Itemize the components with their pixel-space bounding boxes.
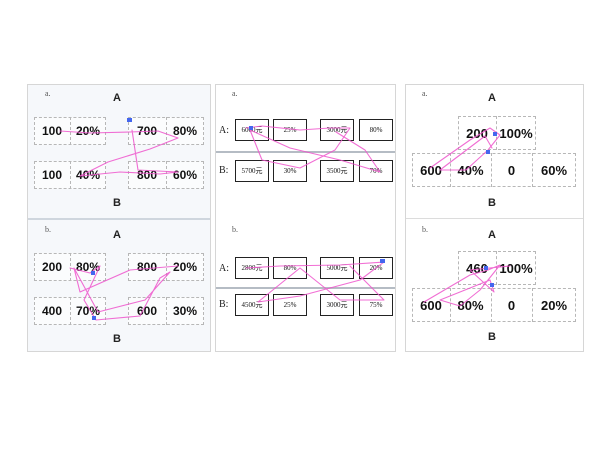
- mid-a-b1: 5700元: [241, 167, 263, 175]
- left-a-row-a: A: [113, 92, 121, 104]
- mid-b-label: b.: [232, 225, 238, 234]
- mid-b-colon-a: A:: [219, 263, 229, 274]
- right-b-row-a: A: [488, 229, 496, 241]
- right-b-b1: 600: [420, 297, 442, 313]
- right-a-sep4: [532, 153, 533, 187]
- mid-b-b3: 3000元: [326, 301, 348, 309]
- mid-a-label: a.: [232, 89, 238, 98]
- right-a-b4: 60%: [540, 162, 568, 178]
- mid-a-colon-b: B:: [219, 165, 229, 176]
- left-b-row-b: B: [113, 333, 121, 345]
- right-b-row-b: B: [488, 331, 496, 343]
- mid-a-colon-a: A:: [219, 125, 229, 136]
- mid-a-a4: 80%: [369, 126, 383, 134]
- right-a-b2: 40%: [457, 162, 484, 178]
- right-divider: [406, 218, 583, 219]
- right-b-sep4: [532, 288, 533, 322]
- right-a-a1: 200: [466, 125, 488, 141]
- left-panel: a. A 100 20% 700 80% 100 40% 800 60% B b…: [27, 84, 211, 352]
- mid-b-a3: 5000元: [326, 264, 348, 272]
- left-a-b2: 40%: [75, 168, 101, 182]
- mid-b-b2: 25%: [283, 301, 297, 309]
- left-a-label: a.: [45, 89, 51, 98]
- middle-divider-b: [216, 287, 395, 289]
- mid-a-a3: 3000元: [326, 126, 348, 134]
- right-b-label: b.: [422, 225, 428, 234]
- right-a-row-a: A: [488, 92, 496, 104]
- left-a-a4: 80%: [172, 124, 198, 138]
- left-b-b2: 70%: [75, 304, 101, 318]
- mid-b-a2: 80%: [283, 264, 297, 272]
- left-a-a3: 700: [136, 124, 158, 138]
- left-b-row-a: A: [113, 229, 121, 241]
- mid-a-b4: 70%: [369, 167, 383, 175]
- right-b-b3: 0: [507, 297, 516, 313]
- left-a-row-b: B: [113, 197, 121, 209]
- mid-b-a1: 2800元: [241, 264, 263, 272]
- right-panel: a. A 200 100% 600 40% 0 60% B b. A 460 1…: [405, 84, 584, 352]
- right-a-b3: 0: [507, 162, 516, 178]
- right-a-row-b: B: [488, 197, 496, 209]
- right-a-b1: 600: [420, 162, 442, 178]
- right-b-a1: 460: [466, 260, 488, 276]
- mid-a-b3: 3500元: [326, 167, 348, 175]
- left-divider: [28, 218, 210, 220]
- right-a-a2: 100%: [499, 125, 533, 141]
- left-b-a3: 800: [136, 260, 158, 274]
- left-b-a1: 200: [41, 260, 63, 274]
- middle-panel: a. A: 6000元 25% 3000元 80% B: 5700元 30% 3…: [215, 84, 396, 352]
- left-a-b4: 60%: [172, 168, 198, 182]
- mid-b-b4: 75%: [369, 301, 383, 309]
- mid-a-a2: 25%: [283, 126, 297, 134]
- middle-divider-a: [216, 151, 395, 153]
- right-b-b2: 80%: [457, 297, 484, 313]
- left-b-b1: 400: [41, 304, 63, 318]
- left-a-b1: 100: [41, 168, 63, 182]
- right-a-label: a.: [422, 89, 428, 98]
- left-b-label: b.: [45, 225, 51, 234]
- left-a-a2: 20%: [75, 124, 101, 138]
- mid-b-a4: 20%: [369, 264, 383, 272]
- left-b-b3: 600: [136, 304, 158, 318]
- mid-a-a1: 6000元: [241, 126, 263, 134]
- left-a-a1: 100: [41, 124, 63, 138]
- left-b-a4: 20%: [172, 260, 198, 274]
- right-b-b4: 20%: [540, 297, 568, 313]
- right-b-a2: 100%: [499, 260, 533, 276]
- left-b-a2: 80%: [75, 260, 101, 274]
- mid-a-b2: 30%: [283, 167, 297, 175]
- mid-b-colon-b: B:: [219, 299, 229, 310]
- left-a-b3: 800: [136, 168, 158, 182]
- mid-b-b1: 4500元: [241, 301, 263, 309]
- left-b-b4: 30%: [172, 304, 198, 318]
